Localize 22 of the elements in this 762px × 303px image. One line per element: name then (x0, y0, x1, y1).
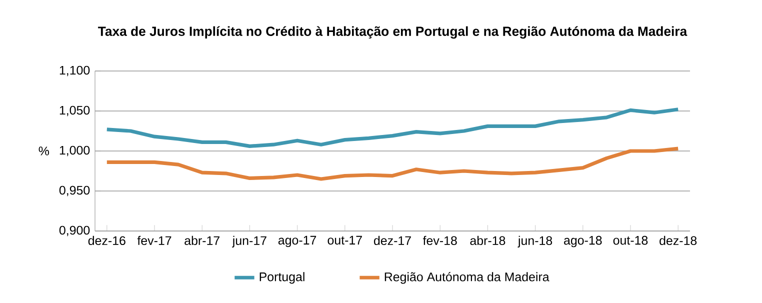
y-tick-label: 1,000 (60, 146, 90, 156)
legend-label: Região Autónoma da Madeira (384, 272, 550, 284)
x-tick-label: out-18 (613, 236, 648, 245)
x-tick-label: out-17 (328, 236, 362, 245)
x-tick-label: jun-18 (518, 236, 552, 248)
x-tick-label: fev-17 (137, 236, 172, 246)
y-tick-label: 0,950 (59, 186, 90, 196)
x-tick-label: ago-17 (278, 236, 316, 248)
y-tick-label: 0,900 (59, 226, 90, 236)
x-tick-label: fev-18 (422, 236, 457, 246)
legend-label: Portugal (260, 272, 304, 284)
x-tick-label: dez-16 (88, 236, 126, 246)
chart-title: Taxa de Juros Implícita no Crédito à Habitação em Portugal e na Região Autónoma da Madeira (98, 26, 688, 39)
x-tick-label: dez-18 (660, 236, 697, 246)
x-tick-label: abr-18 (470, 236, 506, 246)
x-tick-label: jun-17 (232, 236, 266, 248)
x-tick-label: abr-17 (184, 236, 220, 246)
y-tick-label: 1,050 (60, 106, 90, 116)
x-tick-label: dez-17 (374, 236, 411, 246)
y-tick-label: 1,100 (60, 66, 90, 76)
x-tick-label: ago-18 (564, 236, 602, 248)
y-axis-title: % (38, 146, 50, 156)
